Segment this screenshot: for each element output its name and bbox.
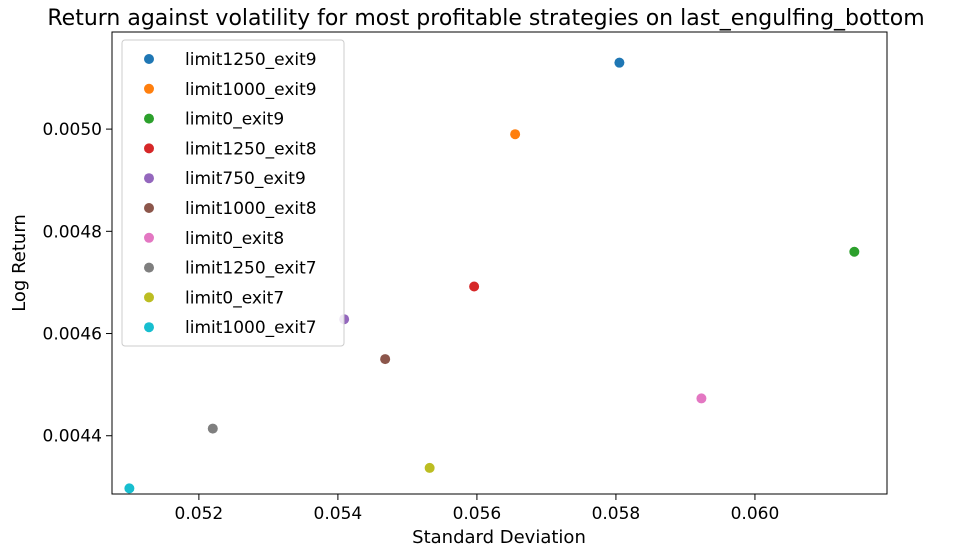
data-points	[124, 57, 860, 494]
legend-label: limit750_exit9	[185, 169, 306, 189]
y-axis-label: Log Return	[9, 214, 30, 312]
x-tick-label: 0.054	[314, 504, 363, 524]
y-tick-label: 0.0046	[43, 325, 102, 345]
data-point-limit1000_exit8	[380, 354, 391, 365]
legend-label: limit0_exit9	[185, 110, 284, 130]
legend-label: limit0_exit8	[185, 229, 284, 249]
x-tick-label: 0.052	[175, 504, 224, 524]
data-point-limit1250_exit7	[207, 423, 218, 434]
x-tick-label: 0.058	[592, 504, 641, 524]
y-tick-label: 0.0050	[43, 120, 102, 140]
legend-marker	[144, 83, 154, 94]
legend-label: limit1000_exit8	[185, 199, 317, 219]
x-tick-label: 0.056	[453, 504, 502, 524]
data-point-limit1000_exit7	[124, 483, 135, 494]
legend-label: limit1250_exit9	[185, 50, 317, 70]
legend-marker	[144, 143, 154, 154]
legend-marker	[144, 232, 154, 243]
legend-marker	[144, 113, 154, 124]
legend-label: limit1250_exit8	[185, 139, 317, 159]
legend-box	[121, 39, 345, 347]
data-point-limit1250_exit8	[469, 281, 480, 292]
x-tick-label: 0.060	[731, 504, 780, 524]
data-point-limit0_exit8	[696, 393, 707, 404]
legend-marker	[144, 54, 154, 64]
x-axis-ticks: 0.052 0.054 0.056 0.058 0.060	[175, 494, 780, 524]
legend-label: limit1250_exit7	[185, 259, 317, 279]
legend-label: limit1000_exit9	[185, 80, 317, 100]
legend-marker	[144, 173, 154, 184]
data-point-limit1000_exit9	[510, 129, 521, 140]
legend-label: limit1000_exit7	[185, 318, 317, 338]
y-tick-label: 0.0044	[43, 427, 102, 447]
data-point-limit0_exit7	[424, 462, 435, 473]
data-point-limit0_exit9	[849, 246, 860, 257]
legend: limit1250_exit9 limit1000_exit9 limit0_exi…	[121, 39, 345, 347]
legend-label: limit0_exit7	[185, 288, 284, 308]
legend-marker	[144, 292, 154, 303]
y-tick-label: 0.0048	[43, 222, 102, 242]
y-axis-ticks: 0.0044 0.0046 0.0048 0.0050	[43, 120, 112, 447]
chart-title: Return against volatility for most profi…	[47, 6, 924, 31]
legend-marker	[144, 322, 154, 333]
data-point-limit1250_exit9	[614, 57, 625, 68]
legend-marker	[144, 203, 154, 213]
legend-marker	[144, 262, 154, 273]
x-axis-label: Standard Deviation	[412, 527, 586, 548]
